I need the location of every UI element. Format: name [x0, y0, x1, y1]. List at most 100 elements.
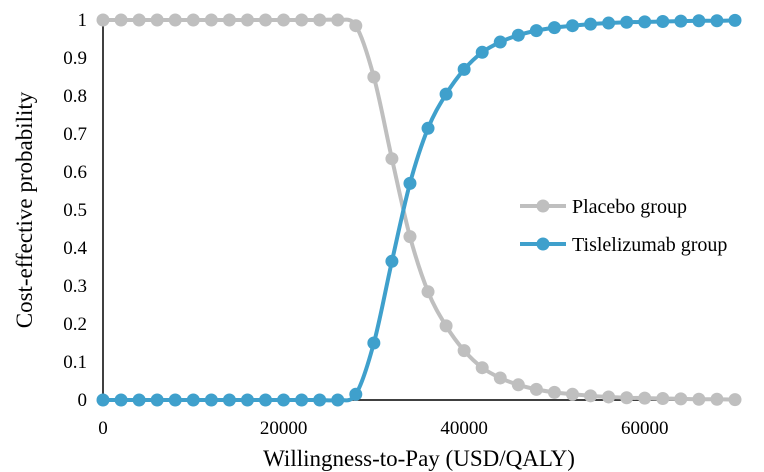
- legend: Placebo group Tislelizumab group: [520, 196, 727, 256]
- data-point-series-1: [331, 393, 345, 407]
- x-tick-label: 20000: [260, 418, 308, 439]
- data-point-series-1: [295, 393, 309, 407]
- data-point-series-0: [728, 393, 742, 407]
- y-tick-label: 0.4: [63, 238, 87, 259]
- x-tick-label: 60000: [621, 418, 669, 439]
- data-point-series-1: [439, 87, 453, 101]
- plot-area: [96, 13, 742, 407]
- data-point-series-1: [385, 254, 399, 268]
- y-axis-title: Cost-effective probability: [12, 91, 37, 328]
- data-point-series-0: [277, 13, 291, 27]
- data-point-series-0: [331, 13, 345, 27]
- data-point-series-0: [186, 13, 200, 27]
- data-point-series-1: [421, 121, 435, 135]
- data-point-series-1: [186, 393, 200, 407]
- data-point-series-0: [150, 13, 164, 27]
- data-point-series-0: [204, 13, 218, 27]
- y-tick-labels: 0 0.1 0.2 0.3 0.4 0.5 0.6 0.7 0.8 0.9 1: [63, 10, 87, 411]
- y-tick-label: 0.1: [63, 352, 87, 373]
- y-tick-label: 0: [78, 390, 88, 411]
- data-point-series-0: [96, 13, 110, 27]
- x-axis-title: Willingness-to-Pay (USD/QALY): [263, 446, 575, 471]
- y-tick-label: 0.7: [63, 124, 87, 145]
- data-point-series-1: [403, 176, 417, 190]
- data-point-series-0: [367, 70, 381, 84]
- data-point-series-1: [674, 14, 688, 28]
- x-tick-labels: 0 20000 40000 60000: [98, 418, 668, 439]
- data-point-series-1: [584, 17, 598, 31]
- y-tick-label: 0.8: [63, 86, 87, 107]
- x-tick-label: 0: [98, 418, 108, 439]
- y-tick-label: 0.9: [63, 48, 87, 69]
- data-point-series-1: [692, 14, 706, 28]
- data-point-series-1: [114, 393, 128, 407]
- data-point-series-1: [313, 393, 327, 407]
- data-point-series-1: [457, 62, 471, 76]
- data-point-series-0: [222, 13, 236, 27]
- legend-marker-tislelizumab: [536, 237, 550, 251]
- data-point-series-1: [547, 21, 561, 35]
- data-point-series-1: [132, 393, 146, 407]
- data-point-series-0: [475, 361, 489, 375]
- data-point-series-0: [132, 13, 146, 27]
- data-point-series-0: [349, 19, 363, 33]
- y-tick-label: 0.3: [63, 276, 87, 297]
- data-point-series-0: [493, 371, 507, 385]
- legend-marker-placebo: [536, 199, 550, 213]
- data-point-series-0: [313, 13, 327, 27]
- data-point-series-0: [656, 391, 670, 405]
- data-point-series-0: [692, 392, 706, 406]
- data-point-series-0: [240, 13, 254, 27]
- data-point-series-1: [565, 19, 579, 33]
- legend-entry-placebo: Placebo group: [520, 196, 687, 218]
- data-point-series-0: [295, 13, 309, 27]
- data-point-series-1: [602, 16, 616, 30]
- data-point-series-1: [240, 393, 254, 407]
- data-point-series-1: [656, 15, 670, 29]
- data-point-series-1: [259, 393, 273, 407]
- data-point-series-0: [638, 391, 652, 405]
- data-point-series-0: [259, 13, 273, 27]
- data-point-series-0: [385, 152, 399, 166]
- data-point-series-0: [421, 285, 435, 299]
- data-point-series-1: [222, 393, 236, 407]
- legend-label-tislelizumab: Tislelizumab group: [572, 234, 727, 256]
- data-point-series-1: [529, 24, 543, 38]
- data-point-series-1: [511, 28, 525, 42]
- data-point-series-1: [475, 45, 489, 59]
- data-point-series-1: [367, 336, 381, 350]
- legend-entry-tislelizumab: Tislelizumab group: [520, 234, 727, 256]
- data-point-series-1: [150, 393, 164, 407]
- data-point-series-1: [96, 393, 110, 407]
- data-point-series-0: [602, 390, 616, 404]
- data-point-series-1: [620, 15, 634, 29]
- data-point-series-0: [547, 385, 561, 399]
- data-point-series-0: [710, 392, 724, 406]
- data-point-series-0: [529, 382, 543, 396]
- legend-label-placebo: Placebo group: [572, 196, 687, 218]
- data-point-series-0: [168, 13, 182, 27]
- data-point-series-1: [638, 15, 652, 29]
- data-point-series-1: [349, 387, 363, 401]
- data-point-series-1: [493, 35, 507, 49]
- data-point-series-1: [277, 393, 291, 407]
- data-point-series-1: [728, 13, 742, 27]
- data-point-series-0: [511, 378, 525, 392]
- data-point-series-1: [168, 393, 182, 407]
- data-point-series-1: [204, 393, 218, 407]
- data-point-series-0: [565, 387, 579, 401]
- data-point-series-0: [584, 389, 598, 403]
- y-tick-label: 0.5: [63, 200, 87, 221]
- data-point-series-0: [114, 13, 128, 27]
- data-point-series-0: [403, 230, 417, 244]
- y-tick-label: 0.6: [63, 162, 87, 183]
- data-point-series-0: [439, 319, 453, 333]
- data-point-series-1: [710, 14, 724, 28]
- y-tick-label: 0.2: [63, 314, 87, 335]
- data-point-series-0: [457, 344, 471, 358]
- y-tick-label: 1: [78, 10, 88, 31]
- x-tick-label: 40000: [440, 418, 488, 439]
- data-point-series-0: [674, 392, 688, 406]
- data-point-series-0: [620, 391, 634, 405]
